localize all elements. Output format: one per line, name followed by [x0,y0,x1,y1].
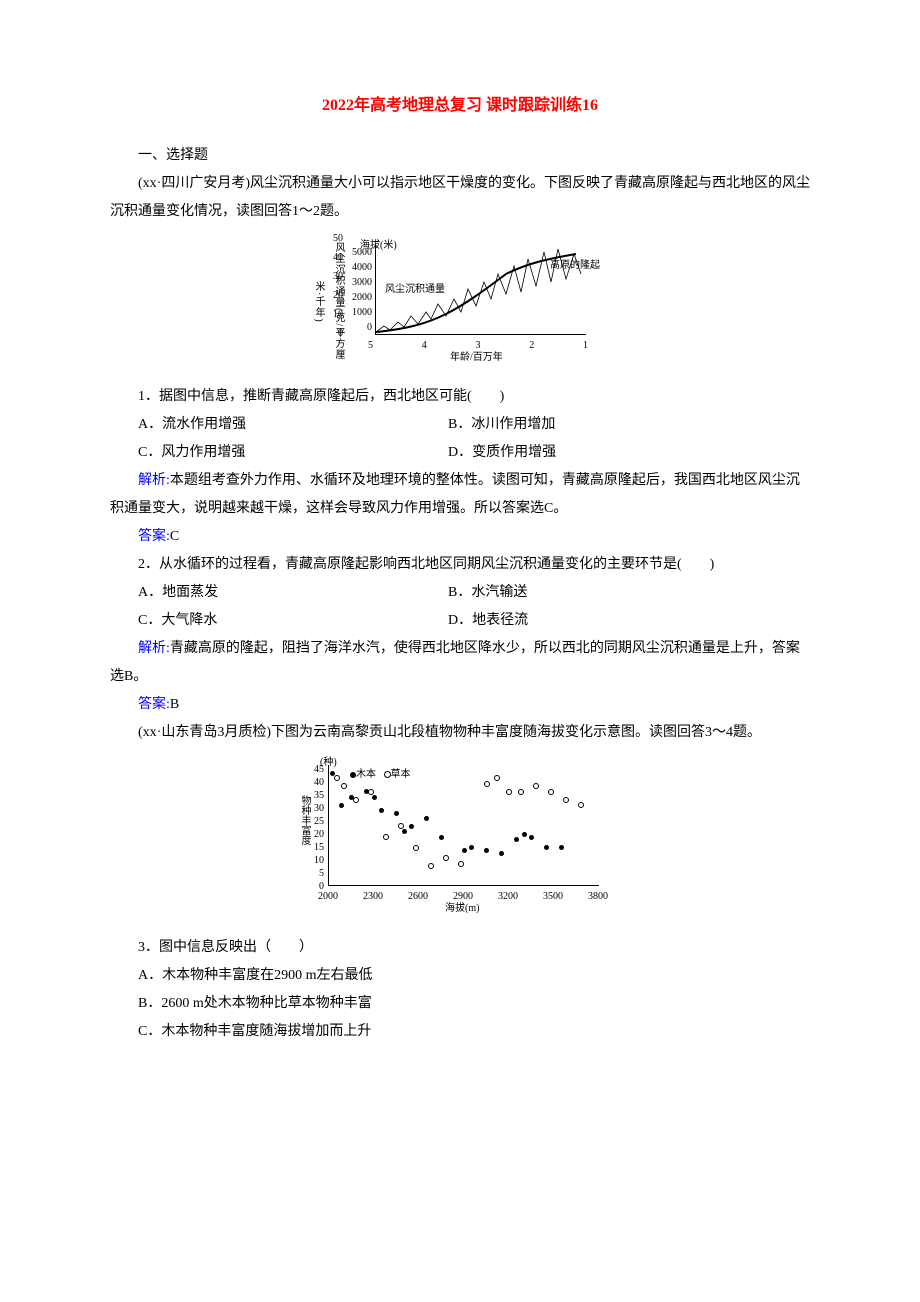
q1-option-c: C．风力作用增强 [138,439,448,467]
chart2-y-ticks: 45 40 35 30 25 20 15 10 5 0 [308,765,324,895]
chart-1: 风尘沉积通量(克/平方厘米·千年) 50 40 30 20 10 0 海拔(米)… [110,234,810,375]
q2-options-row1: A．地面蒸发 B．水汽输送 [138,579,810,607]
page-title: 2022年高考地理总复习 课时跟踪训练16 [110,90,810,122]
q1-options-row1: A．流水作用增强 B．冰川作用增加 [138,411,810,439]
q3-option-b: B．2600 m处木本物种比草本物种丰富 [110,990,810,1018]
chart1-ann1: 风尘沉积通量 [385,280,445,300]
chart1-x-label: 年龄/百万年 [450,348,503,368]
analysis-label: 解析: [138,473,170,488]
q2-option-a: A．地面蒸发 [138,579,448,607]
q1-option-b: B．冰川作用增加 [448,411,810,439]
q1-answer: 答案:C [110,523,810,551]
q3-stem: 3．图中信息反映出（ ） [110,934,810,962]
q2-analysis: 解析:青藏高原的隆起，阻挡了海洋水汽，使得西北地区降水少，所以西北的同期风尘沉积… [110,635,810,691]
q1-options-row2: C．风力作用增强 D．变质作用增强 [138,439,810,467]
analysis-label: 解析: [138,641,170,656]
q2-stem: 2．从水循环的过程看，青藏高原隆起影响西北地区同期风尘沉积通量变化的主要环节是(… [110,551,810,579]
q3-option-a: A．木本物种丰富度在2900 m左右最低 [110,962,810,990]
intro-2: (xx·山东青岛3月质检)下图为云南高黎贡山北段植物物种丰富度随海拔变化示意图。… [110,719,810,747]
chart1-y2-ticks: 5000 4000 3000 2000 1000 0 [346,248,372,338]
q2-option-b: B．水汽输送 [448,579,810,607]
intro-1: (xx·四川广安月考)风尘沉积通量大小可以指示地区干燥度的变化。下图反映了青藏高… [110,170,810,226]
answer-label: 答案: [138,529,170,544]
chart2-plot [328,765,599,886]
chart1-ann2: 高原的隆起 [550,256,600,276]
q1-option-d: D．变质作用增强 [448,439,810,467]
chart1-y-ticks: 50 40 30 20 10 0 [325,234,343,348]
q3-option-c: C．木本物种丰富度随海拔增加而上升 [110,1018,810,1046]
chart2-x-label: 海拔(m) [445,899,479,919]
q2-option-d: D．地表径流 [448,607,810,635]
q1-analysis: 解析:本题组考查外力作用、水循环及地理环境的整体性。读图可知，青藏高原隆起后，我… [110,467,810,523]
q1-stem: 1．据图中信息，推断青藏高原隆起后，西北地区可能( ) [110,383,810,411]
q2-answer: 答案:B [110,691,810,719]
q2-option-c: C．大气降水 [138,607,448,635]
section-header: 一、选择题 [110,142,810,170]
q2-options-row2: C．大气降水 D．地表径流 [138,607,810,635]
chart-2: (种) 木本 草本 物种丰富度 45 40 35 30 25 20 15 10 … [110,755,810,926]
q1-option-a: A．流水作用增强 [138,411,448,439]
answer-label: 答案: [138,697,170,712]
